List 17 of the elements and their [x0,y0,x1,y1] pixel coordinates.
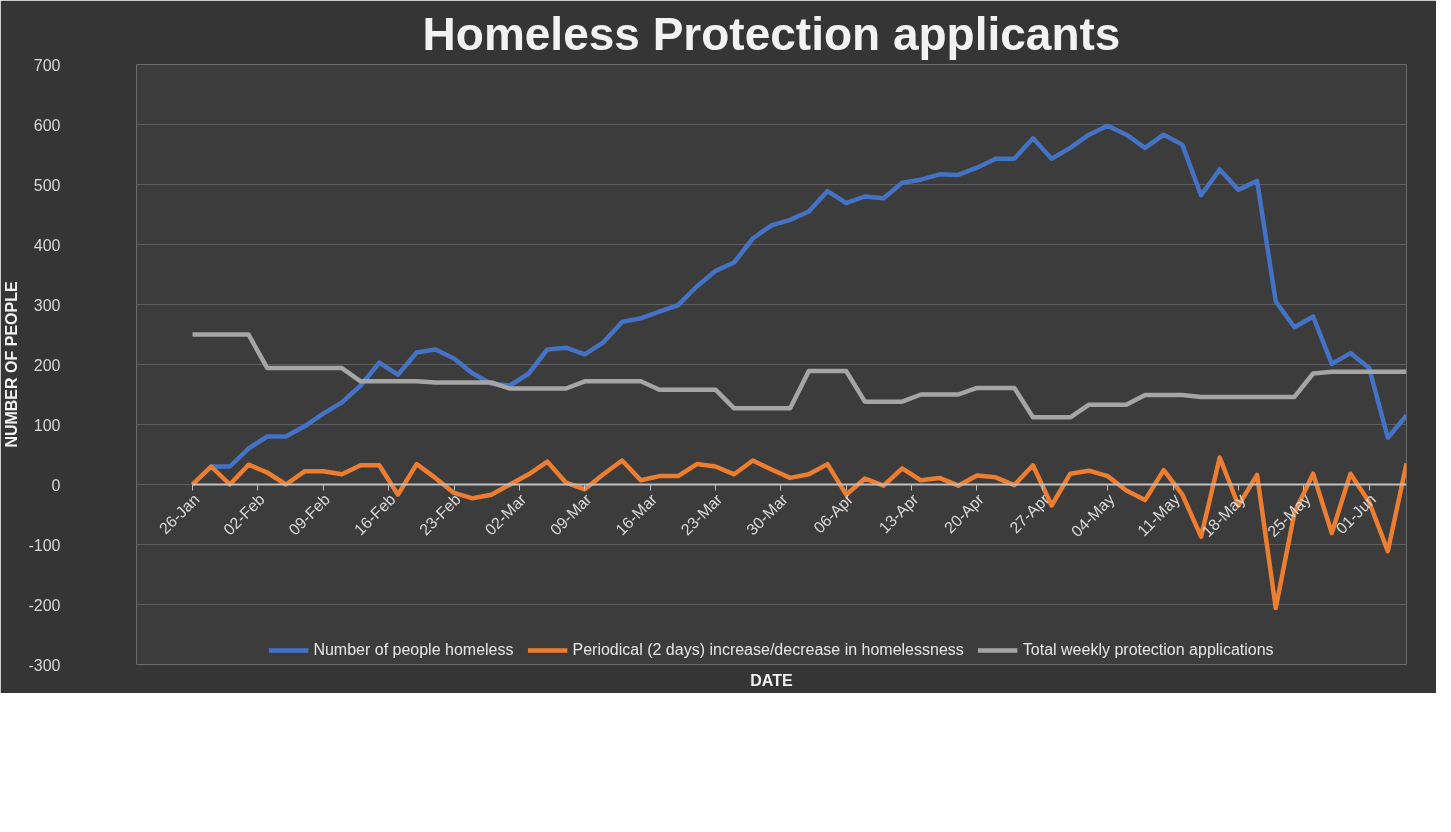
y-tick-label: 100 [33,416,61,434]
legend-label: Periodical (2 days) increase/decrease in homelessness [572,641,964,659]
y-tick-label: -200 [28,596,61,614]
legend-label: Total weekly protection applications [1022,641,1274,659]
y-tick-label: 700 [33,56,61,74]
chart-title: Homeless Protection applicants [422,7,1121,60]
y-tick-label: 500 [33,176,61,194]
y-tick-label: -100 [28,536,61,554]
y-tick-label: 600 [33,116,61,134]
y-tick-label: 300 [33,296,61,314]
y-tick-label: 400 [33,236,61,254]
y-tick-label: 0 [51,476,61,494]
y-axis-title: NUMBER OF PEOPLE [3,281,21,448]
legend-label: Number of people homeless [313,641,514,659]
x-axis-title: DATE [750,671,794,689]
y-tick-label: 200 [33,356,61,374]
y-tick-label: -300 [28,656,61,674]
